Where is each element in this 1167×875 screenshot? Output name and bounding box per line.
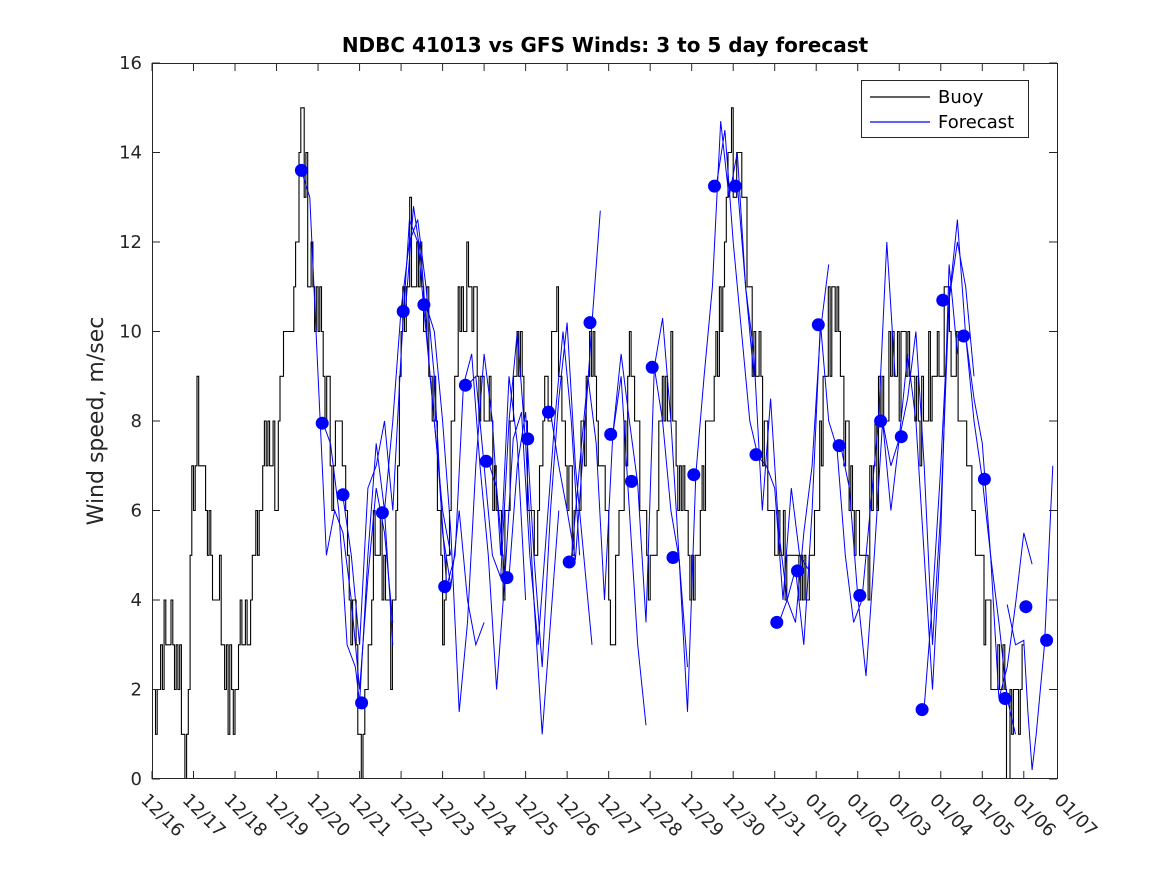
- forecast-marker: [542, 405, 555, 419]
- forecast-marker: [583, 316, 597, 330]
- forecast-marker: [1040, 633, 1054, 647]
- forecast-line: [736, 183, 830, 623]
- forecast-marker: [315, 416, 329, 430]
- forecast-marker: [770, 615, 784, 629]
- buoy-series: [152, 107, 1024, 779]
- forecast-line: [508, 322, 593, 668]
- forecast-marker: [977, 472, 991, 486]
- forecast-marker: [294, 163, 308, 177]
- forecast-marker: [853, 589, 867, 602]
- forecast-line: [425, 304, 527, 712]
- forecast-marker: [375, 506, 389, 520]
- forecast-line: [570, 376, 647, 726]
- forecast-marker: [396, 304, 410, 318]
- forecast-marker: [894, 430, 908, 444]
- forecast-marker: [832, 439, 846, 453]
- forecast-marker: [355, 696, 369, 710]
- forecast-line: [612, 318, 688, 668]
- forecast-line: [882, 241, 975, 645]
- forecast-marker: [915, 703, 929, 717]
- forecast-marker: [458, 378, 472, 392]
- forecast-marker: [708, 179, 721, 193]
- y-tick-label: 14: [119, 143, 142, 164]
- forecast-marker: [687, 468, 701, 482]
- y-tick-label: 10: [119, 322, 142, 343]
- legend-label-buoy: Buoy: [938, 87, 984, 108]
- forecast-marker: [874, 414, 888, 428]
- forecast-line: [653, 121, 755, 712]
- forecast-marker: [479, 454, 493, 468]
- forecast-marker: [791, 564, 804, 578]
- axes-box: [152, 63, 1058, 779]
- y-tick-label: 6: [131, 501, 142, 522]
- forecast-marker: [666, 551, 680, 564]
- forecast-marker: [936, 293, 950, 307]
- forecast-marker: [500, 571, 514, 585]
- forecast-marker: [625, 474, 638, 488]
- forecast-marker: [562, 555, 576, 569]
- y-tick-label: 16: [119, 53, 142, 74]
- forecast-marker: [645, 360, 659, 374]
- y-tick-label: 2: [131, 680, 142, 701]
- forecast-line: [300, 170, 394, 690]
- y-tick-label: 8: [131, 411, 142, 432]
- legend: Buoy Forecast: [861, 80, 1029, 138]
- forecast-marker: [604, 427, 618, 441]
- legend-box: [861, 80, 1029, 138]
- forecast-marker: [417, 298, 431, 312]
- forecast-marker: [998, 692, 1012, 705]
- forecast-line: [1006, 465, 1054, 771]
- forecast-marker: [336, 488, 350, 502]
- forecast-line: [716, 130, 809, 601]
- forecast-marker: [438, 580, 452, 594]
- forecast-marker: [1019, 600, 1033, 614]
- y-tick-label: 0: [131, 769, 142, 790]
- forecast-line: [467, 331, 560, 735]
- legend-label-forecast: Forecast: [938, 112, 1014, 133]
- y-tick-label: 12: [119, 232, 142, 253]
- forecast-line: [404, 206, 506, 690]
- forecast-marker: [957, 329, 971, 343]
- forecast-marker: [749, 448, 763, 462]
- forecast-markers: [294, 163, 1054, 717]
- forecast-line: [923, 219, 1016, 735]
- buoy-line: [152, 107, 1024, 779]
- forecast-marker: [521, 432, 535, 446]
- forecast-marker: [811, 318, 825, 332]
- y-tick-label: 4: [131, 590, 142, 611]
- chart-title: NDBC 41013 vs GFS Winds: 3 to 5 day fore…: [342, 33, 869, 57]
- y-axis-label: Wind speed, m/sec: [84, 317, 109, 526]
- forecast-marker: [728, 179, 742, 193]
- forecast-line: [321, 420, 394, 703]
